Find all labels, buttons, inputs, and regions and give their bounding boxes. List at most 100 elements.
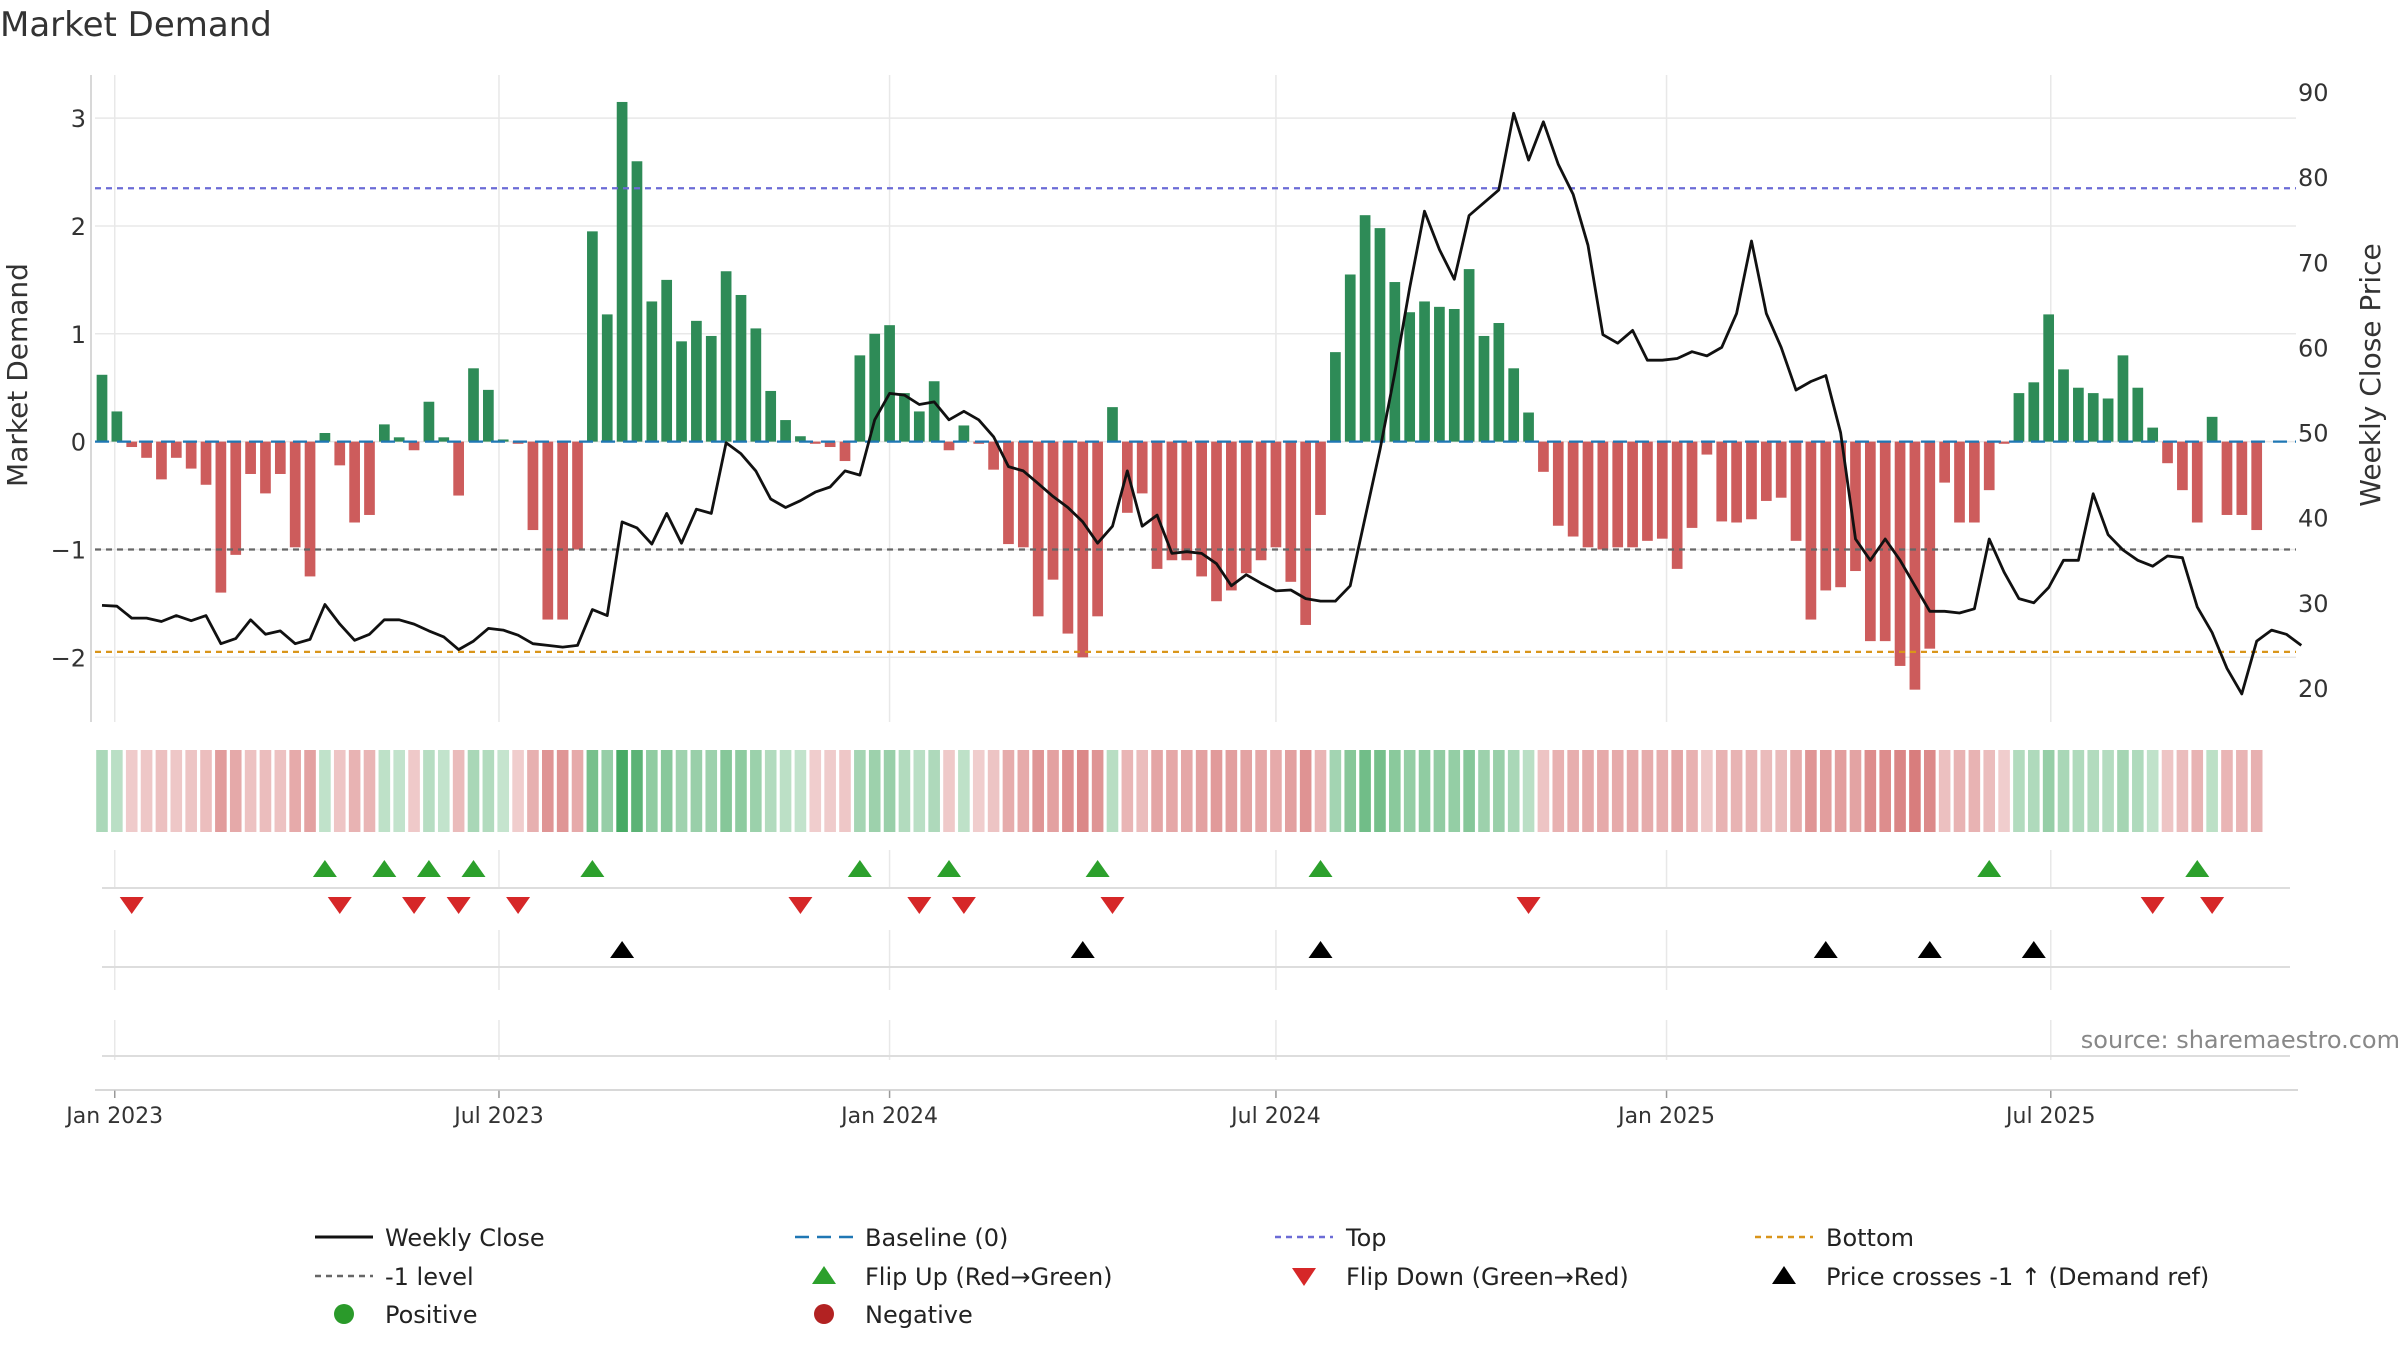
demand-bar — [2013, 393, 2025, 442]
demand-bar — [646, 301, 658, 442]
demand-bar — [780, 420, 791, 442]
demand-heat-cell — [898, 750, 911, 832]
demand-bar — [1864, 441, 1876, 642]
demand-bar — [943, 441, 955, 451]
demand-heat-cell — [1062, 750, 1074, 832]
legend-baseline: Baseline (0) — [865, 1224, 1008, 1252]
demand-bar — [1330, 352, 1341, 442]
demand-heat-cell — [735, 750, 747, 832]
demand-bar — [988, 441, 999, 470]
demand-heat-cell — [1938, 750, 1951, 832]
demand-bar — [141, 441, 152, 458]
demand-bar — [676, 341, 687, 442]
demand-bar — [1136, 441, 1148, 494]
flip-down-marker — [446, 897, 471, 914]
demand-bar — [334, 441, 346, 466]
demand-heat-cell — [467, 750, 480, 832]
demand-heat-cell — [2102, 750, 2114, 832]
demand-bar — [958, 425, 970, 442]
demand-bar — [854, 355, 866, 442]
price-cross-marker — [1813, 941, 1838, 958]
flip-up-marker — [937, 860, 962, 877]
demand-heat-cell — [1433, 750, 1446, 832]
flip-down-marker — [1100, 897, 1125, 914]
demand-heat-cell — [1582, 750, 1594, 832]
demand-heat-cell — [1597, 750, 1609, 832]
flip-down-marker — [327, 897, 352, 914]
y-left-tick-label: −2 — [51, 644, 86, 672]
demand-bar — [1850, 441, 1861, 572]
flip-down-marker — [2200, 897, 2225, 914]
demand-bar — [735, 294, 747, 442]
demand-bar — [1597, 441, 1609, 550]
demand-heat-cell — [1032, 750, 1044, 832]
demand-heat-cell — [289, 750, 301, 832]
demand-heat-cell — [1478, 750, 1490, 832]
demand-bar — [1434, 306, 1445, 442]
flip-up-marker — [461, 860, 486, 877]
flip-up-marker — [416, 860, 441, 877]
demand-bar — [1315, 441, 1326, 515]
flip-down-marker — [2140, 897, 2165, 914]
demand-heat-cell — [571, 750, 584, 832]
demand-bar — [349, 441, 360, 523]
demand-heat-cell — [1760, 750, 1773, 832]
demand-bar — [1924, 441, 1936, 649]
demand-bar — [289, 441, 301, 548]
demand-bar — [2236, 441, 2248, 515]
demand-heat-cell — [1299, 750, 1312, 832]
demand-heat-cell — [2191, 750, 2204, 832]
flip-down-marker — [788, 897, 813, 914]
demand-heat-cell — [1894, 750, 1906, 832]
demand-bar — [1835, 441, 1846, 588]
demand-bar — [453, 441, 464, 496]
demand-bar — [483, 389, 494, 442]
flip-up-marker — [1977, 860, 2002, 877]
flip-up-marker — [1308, 860, 1333, 877]
demand-heat-cell — [2117, 750, 2129, 832]
demand-bar — [1552, 441, 1564, 526]
demand-heat-cell — [482, 750, 495, 832]
demand-heat-cell — [1805, 750, 1817, 832]
demand-heat-cell — [1909, 750, 1921, 832]
price-cross-marker — [1070, 941, 1095, 958]
demand-heat-cell — [96, 750, 108, 832]
demand-heat-cell — [794, 750, 807, 832]
demand-heat-cell — [943, 750, 955, 832]
demand-bar — [170, 441, 182, 458]
demand-heat-cell — [1686, 750, 1698, 832]
demand-bar — [1300, 441, 1312, 625]
y-axis-left-label: Market Demand — [1, 263, 34, 487]
demand-heat-cell — [1240, 750, 1253, 832]
demand-heat-cell — [423, 750, 435, 832]
legend-flip-up-marker — [812, 1266, 836, 1284]
demand-heat-cell — [2087, 750, 2100, 832]
price-cross-marker — [610, 941, 635, 958]
demand-heat-cell — [215, 750, 227, 832]
demand-bar — [1003, 441, 1014, 545]
demand-bar — [1805, 441, 1817, 620]
demand-heat-cell — [1998, 750, 2010, 832]
demand-bar — [839, 441, 851, 462]
demand-heat-cell — [527, 750, 539, 832]
demand-heat-cell — [170, 750, 183, 832]
y-axis-right-label: Weekly Close Price — [2354, 243, 2387, 506]
demand-bar — [1790, 441, 1802, 541]
demand-bar — [527, 441, 539, 531]
demand-bar — [824, 441, 836, 448]
demand-heat-cell — [1552, 750, 1565, 832]
demand-bar — [2191, 441, 2203, 523]
demand-bar — [1493, 323, 1505, 442]
flip-up-marker — [1085, 860, 1110, 877]
demand-bar — [1969, 441, 1980, 523]
demand-bar — [1062, 441, 1074, 634]
demand-heat-cell — [809, 750, 822, 832]
demand-bar — [319, 433, 331, 442]
flip-down-marker — [951, 897, 976, 914]
demand-heat-cell — [1923, 750, 1936, 832]
y-left-tick-label: 2 — [71, 213, 86, 241]
y-right-tick-label: 80 — [2298, 164, 2329, 192]
demand-heat-cell — [883, 750, 896, 832]
demand-bar — [691, 320, 702, 442]
demand-heat-cell — [1448, 750, 1461, 832]
